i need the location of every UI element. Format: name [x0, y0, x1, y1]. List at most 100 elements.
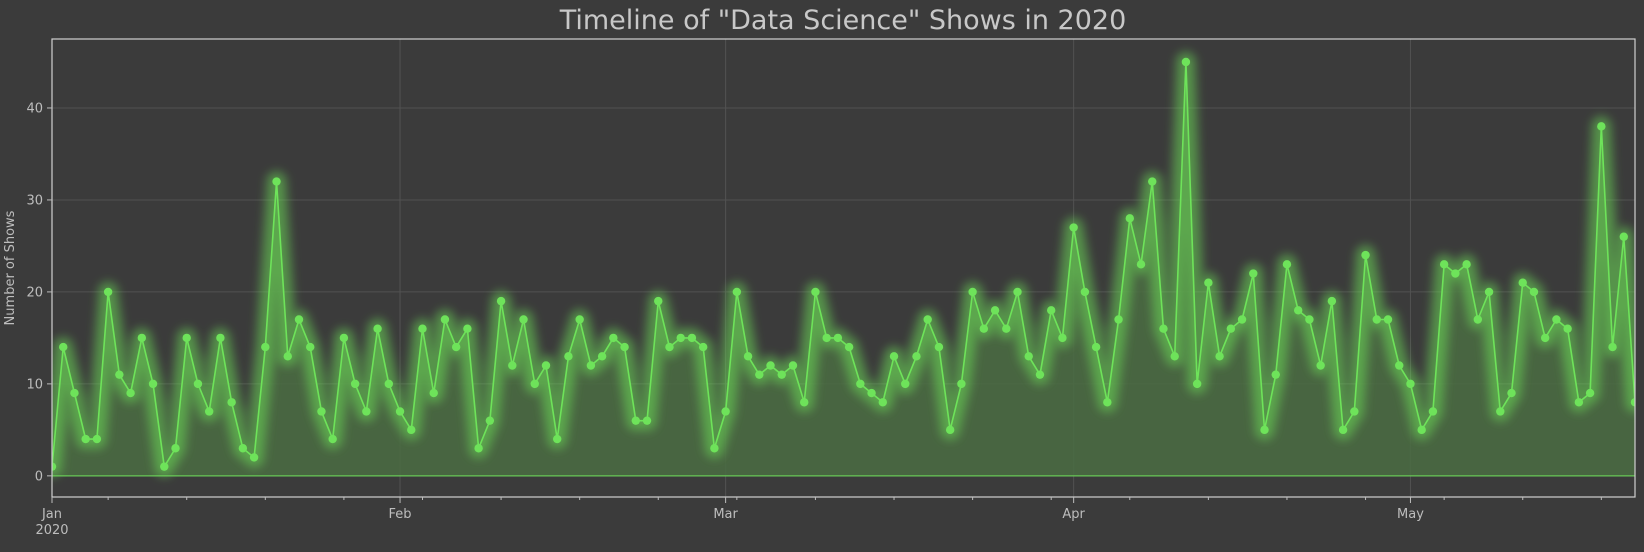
- data-point: [204, 407, 214, 416]
- data-point: [1260, 425, 1269, 435]
- data-point: [1383, 315, 1393, 324]
- data-point: [777, 370, 786, 379]
- data-point: [889, 352, 899, 361]
- data-point: [1327, 296, 1337, 306]
- data-point: [553, 434, 562, 444]
- data-point: [912, 352, 921, 361]
- data-point: [676, 333, 685, 343]
- data-point: [1181, 57, 1191, 67]
- data-point: [384, 379, 394, 389]
- data-point: [1563, 324, 1572, 333]
- data-point: [1518, 278, 1527, 287]
- chart-title: Timeline of "Data Science" Shows in 2020: [559, 5, 1127, 36]
- data-point: [1047, 306, 1056, 315]
- data-point: [339, 333, 349, 343]
- data-point: [1159, 324, 1168, 333]
- data-point: [710, 444, 719, 453]
- data-point: [1103, 398, 1112, 407]
- data-point: [1249, 269, 1258, 278]
- data-point: [1192, 379, 1202, 389]
- plot-area: [52, 49, 1635, 479]
- data-point: [597, 352, 607, 361]
- data-point: [350, 379, 360, 389]
- data-point: [216, 333, 225, 343]
- data-point: [687, 333, 697, 343]
- data-point: [968, 287, 977, 297]
- data-point: [328, 434, 337, 444]
- data-point: [575, 315, 584, 324]
- data-point: [182, 333, 191, 343]
- data-point: [1316, 361, 1325, 370]
- y-tick-label: 0: [35, 469, 43, 484]
- data-point: [238, 444, 248, 453]
- data-point: [294, 315, 304, 324]
- data-point: [463, 324, 472, 333]
- data-point: [800, 398, 809, 407]
- data-point: [1585, 388, 1595, 398]
- data-point: [1035, 370, 1045, 379]
- data-point: [732, 287, 742, 297]
- data-point: [317, 407, 326, 416]
- data-point: [867, 388, 876, 398]
- data-point: [496, 296, 506, 306]
- data-point: [1338, 425, 1348, 435]
- y-tick-label: 40: [26, 101, 43, 116]
- data-point: [844, 342, 854, 352]
- data-point: [373, 324, 382, 333]
- data-point: [306, 342, 315, 352]
- data-point: [1608, 342, 1617, 352]
- data-point: [1271, 370, 1280, 379]
- data-point: [519, 315, 528, 324]
- data-point: [1597, 122, 1606, 131]
- series-line: [52, 61, 1635, 468]
- data-point: [70, 388, 79, 398]
- data-point: [923, 315, 932, 324]
- data-point: [1451, 269, 1460, 278]
- x-tick-label: Jan: [41, 507, 62, 522]
- data-point: [609, 333, 618, 343]
- data-point: [1226, 324, 1236, 333]
- data-point: [407, 425, 416, 435]
- data-point: [1552, 315, 1561, 324]
- data-point: [81, 434, 90, 444]
- data-point: [227, 398, 236, 407]
- data-point: [418, 324, 427, 333]
- data-point: [1630, 398, 1635, 407]
- data-point: [1080, 287, 1090, 297]
- data-point: [485, 416, 495, 425]
- data-point: [474, 444, 483, 453]
- data-point: [395, 407, 405, 416]
- data-point: [1024, 352, 1033, 361]
- data-point: [115, 370, 124, 379]
- data-point: [362, 407, 371, 416]
- data-point: [698, 342, 708, 352]
- data-point: [1529, 287, 1539, 297]
- data-point: [137, 333, 147, 343]
- data-point: [92, 434, 102, 444]
- data-point: [856, 379, 865, 389]
- data-point: [901, 379, 910, 389]
- data-point: [1361, 250, 1370, 260]
- data-point: [272, 177, 281, 186]
- y-axis-label: Number of Shows: [3, 210, 18, 325]
- data-point: [1237, 315, 1247, 324]
- data-point: [193, 379, 203, 389]
- data-point: [642, 416, 652, 425]
- data-point: [530, 379, 539, 389]
- data-point: [654, 296, 663, 306]
- data-point: [1282, 260, 1292, 269]
- data-point: [541, 361, 551, 370]
- data-point: [934, 342, 944, 352]
- data-point: [1305, 315, 1314, 324]
- data-point: [766, 361, 775, 370]
- data-point: [1058, 333, 1067, 343]
- data-point: [788, 361, 798, 370]
- data-point: [755, 370, 764, 379]
- data-point: [564, 352, 573, 361]
- data-point: [1002, 324, 1011, 333]
- plot-frame: [51, 38, 1636, 498]
- data-point: [620, 342, 629, 352]
- data-point: [1395, 361, 1404, 370]
